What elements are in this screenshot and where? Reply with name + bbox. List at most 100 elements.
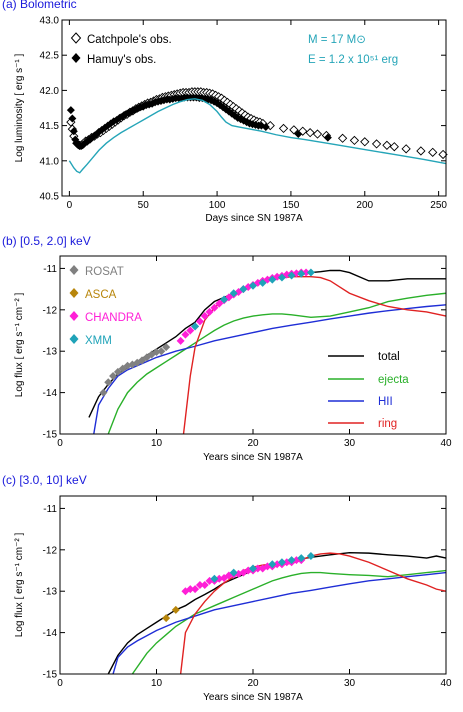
y-tick-label: 40.5 <box>40 192 60 203</box>
data-point-chandra <box>191 585 200 594</box>
data-point-xmm <box>191 322 200 331</box>
data-point-catchpole <box>382 140 392 150</box>
data-point-xmm <box>268 275 277 284</box>
data-point-chandra <box>195 581 204 589</box>
panel-b-title: (b) [0.5, 2.0] keV <box>2 234 91 248</box>
x-tick-label: 40 <box>440 438 452 449</box>
panel-b-frame <box>59 255 447 435</box>
data-point-asca <box>162 614 171 623</box>
data-point-catchpole <box>371 139 382 149</box>
series-line-total <box>107 552 447 675</box>
data-point-catchpole <box>360 137 370 147</box>
data-point-chandra <box>205 307 214 316</box>
y-tick-label: -11 <box>43 504 57 515</box>
data-point-hamuy-s-obs- <box>66 106 75 115</box>
panel-b-plot: 0 10 20 30 40 -11 -12 -13 -14 -15 <box>43 256 452 449</box>
x-tick-label: 20 <box>247 438 259 449</box>
data-point-xmm <box>277 558 286 567</box>
data-point-xmm <box>268 560 277 569</box>
data-point-xmm <box>297 554 306 563</box>
data-point-catchpole <box>389 142 399 152</box>
legend-rosat: ROSAT <box>85 266 124 278</box>
data-point-xmm <box>287 271 296 280</box>
y-tick-label: -14 <box>43 388 58 399</box>
data-point-chandra <box>200 581 209 589</box>
data-point-catchpole <box>298 126 308 136</box>
data-point-xmm <box>210 574 219 583</box>
data-point-catchpole <box>337 133 348 143</box>
data-point-asca <box>171 605 180 614</box>
legend-total: total <box>378 351 400 363</box>
legend-chandra-marker <box>69 311 79 321</box>
data-point-xmm <box>229 568 238 577</box>
data-point-hamuy-s-obs- <box>294 130 303 139</box>
series-line-ring <box>179 552 447 675</box>
panel-b-ylabel: Log flux [ erg s⁻¹ cm⁻² ] <box>14 293 25 398</box>
y-tick-label: -13 <box>43 587 58 598</box>
data-point-xmm <box>249 281 257 290</box>
data-point-chandra <box>176 336 185 345</box>
legend-ring: ring <box>378 418 397 430</box>
data-point-hamuy-s-obs- <box>97 125 106 134</box>
panel-b-obs-legend: ROSAT ASCA CHANDRA XMM <box>69 265 142 347</box>
legend-open-diamond <box>70 32 82 44</box>
series-line-hii <box>93 304 447 435</box>
data-point-hamuy-s-obs- <box>261 123 270 132</box>
data-point-rosat <box>99 388 108 397</box>
x-tick-label: 100 <box>209 200 226 211</box>
x-tick-label: 0 <box>67 200 73 211</box>
legend-ejecta: ejecta <box>378 374 409 386</box>
data-point-rosat <box>113 367 122 376</box>
y-tick-label: -13 <box>43 347 58 358</box>
annotation-energy: E = 1.2 x 10⁵¹ erg <box>308 54 398 66</box>
panel-a-ylabel: Log luminosity [ erg s⁻¹ ] <box>14 53 25 162</box>
data-point-catchpole <box>289 125 299 135</box>
y-tick-label: -15 <box>43 430 58 441</box>
legend-rosat-marker <box>69 265 79 275</box>
y-tick-label: -12 <box>43 545 58 556</box>
y-tick-label: 42.0 <box>40 86 60 97</box>
data-point-catchpole <box>416 146 426 156</box>
data-point-chandra <box>186 585 195 594</box>
x-tick-label: 250 <box>430 200 447 211</box>
panel-b-model-legend: total ejecta HII ring <box>328 351 409 430</box>
y-tick-label: 43.0 <box>40 16 60 27</box>
legend-xmm-marker <box>69 334 79 344</box>
legend-hii: HII <box>378 396 393 408</box>
panel-c-xlabel: Years since SN 1987A <box>203 692 303 703</box>
data-point-hamuy-s-obs- <box>257 121 266 130</box>
data-point-chandra <box>195 317 204 326</box>
x-tick-label: 10 <box>151 678 163 689</box>
legend-filled-diamond <box>71 53 81 63</box>
x-tick-label: 0 <box>57 438 63 449</box>
data-point-chandra <box>181 330 190 339</box>
x-tick-label: 10 <box>151 438 163 449</box>
data-point-xmm <box>258 278 267 287</box>
data-point-rosat <box>162 343 171 352</box>
x-tick-label: 30 <box>344 438 356 449</box>
data-point-xmm <box>239 285 248 294</box>
data-point-chandra <box>186 326 195 335</box>
panel-c-ylabel: Log flux [ erg s⁻¹ cm⁻² ] <box>14 533 25 638</box>
data-point-hamuy-s-obs- <box>69 127 78 136</box>
series-line-ejecta <box>131 569 447 675</box>
data-point-xmm <box>287 556 296 565</box>
y-tick-label: 41.0 <box>40 156 60 167</box>
panel-a-title: (a) Bolometric <box>2 0 77 11</box>
legend-catchpole: Catchpole's obs. <box>87 34 172 46</box>
data-point-catchpole <box>265 120 275 131</box>
data-point-xmm <box>306 268 315 277</box>
data-point-xmm <box>220 295 229 304</box>
data-point-xmm <box>249 564 257 573</box>
y-tick-label: -11 <box>43 264 57 275</box>
panel-a-xlabel: Days since SN 1987A <box>205 213 303 224</box>
data-point-catchpole <box>278 123 289 134</box>
data-point-chandra <box>215 299 224 308</box>
annotation-mass: M = 17 M⊙ <box>308 34 366 46</box>
data-point-chandra <box>210 303 219 312</box>
data-point-xmm <box>229 289 238 298</box>
y-tick-label: -15 <box>43 670 58 681</box>
series-line-ejecta <box>107 292 447 435</box>
data-point-catchpole <box>312 129 323 139</box>
x-tick-label: 40 <box>440 678 452 689</box>
